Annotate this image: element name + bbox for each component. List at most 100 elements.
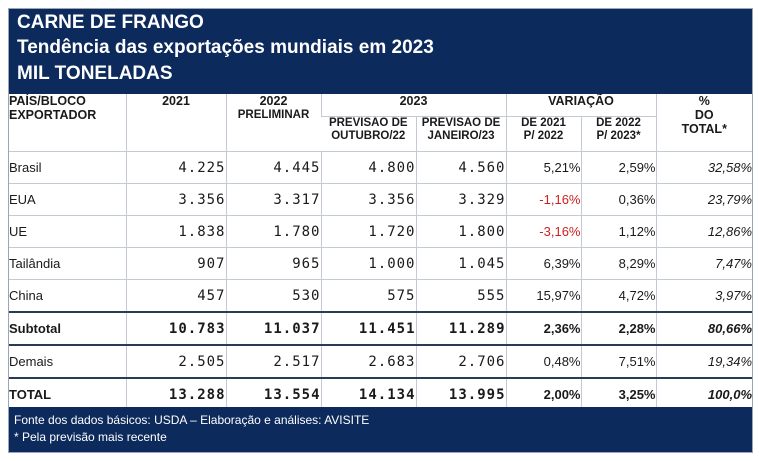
- cell-2022: 3.317: [225, 183, 321, 216]
- cell-var-2021: 6,39%: [505, 247, 581, 280]
- header-2021: 2021: [125, 94, 226, 152]
- cell-var-2021: -3,16%: [505, 215, 581, 248]
- cell-2022: 4.445: [225, 151, 321, 184]
- cell-prev-out: 14.134: [320, 377, 416, 411]
- header-2022-line2: PRELIMINAR: [237, 109, 310, 121]
- cell-2021: 3.356: [125, 183, 226, 216]
- header-pais: PAÍS/BLOCO EXPORTADOR: [9, 94, 126, 152]
- cell-2022: 13.554: [225, 377, 321, 411]
- row-name: Brasil: [9, 151, 126, 184]
- row-name: Subtotal: [9, 311, 126, 346]
- table-row: UE 1.838 1.780 1.720 1.800 -3,16% 1,12% …: [9, 215, 752, 248]
- cell-prev-jan: 3.329: [415, 183, 506, 216]
- cell-var-2022: 8,29%: [580, 247, 656, 280]
- table-row: EUA 3.356 3.317 3.356 3.329 -1,16% 0,36%…: [9, 183, 752, 216]
- source-note: Fonte dos dados básicos: USDA – Elaboraç…: [14, 413, 370, 427]
- cell-prev-out: 1.000: [320, 247, 416, 280]
- footnote: * Pela previsão mais recente: [14, 430, 167, 444]
- footer-banner: Fonte dos dados básicos: USDA – Elaboraç…: [9, 407, 752, 452]
- row-name: China: [9, 279, 126, 313]
- cell-2021: 1.838: [125, 215, 226, 248]
- cell-var-2021: 15,97%: [505, 279, 581, 313]
- table-row: Brasil 4.225 4.445 4.800 4.560 5,21% 2,5…: [9, 151, 752, 184]
- cell-prev-jan: 555: [415, 279, 506, 313]
- cell-prev-out: 11.451: [320, 311, 416, 346]
- cell-var-2021: 2,00%: [505, 377, 581, 411]
- exports-table: PAÍS/BLOCO EXPORTADOR 2021 2022 PRELIMIN…: [9, 94, 752, 411]
- header-var-2021-line2: P/ 2022: [523, 130, 564, 142]
- cell-var-2022: 2,59%: [580, 151, 656, 184]
- cell-prev-jan: 1.800: [415, 215, 506, 248]
- cell-pct-total: 80,66%: [655, 311, 752, 346]
- cell-var-2022: 2,28%: [580, 311, 656, 346]
- header-var-2022-line1: DE 2022: [596, 117, 641, 129]
- cell-var-2021: 2,36%: [505, 311, 581, 346]
- total-row: TOTAL 13.288 13.554 14.134 13.995 2,00% …: [9, 377, 752, 411]
- cell-pct-total: 32,58%: [655, 151, 752, 184]
- cell-prev-jan: 2.706: [415, 345, 506, 379]
- row-name: EUA: [9, 183, 126, 216]
- cell-prev-out: 575: [320, 279, 416, 313]
- cell-prev-out: 4.800: [320, 151, 416, 184]
- cell-2021: 457: [125, 279, 226, 313]
- title-line-2: Tendência das exportações mundiais em 20…: [17, 37, 434, 58]
- subtotal-row: Subtotal 10.783 11.037 11.451 11.289 2,3…: [9, 311, 752, 346]
- table-row: Tailândia 907 965 1.000 1.045 6,39% 8,29…: [9, 247, 752, 280]
- header-pais-line1: PAÍS/BLOCO: [9, 94, 86, 108]
- table-frame: CARNE DE FRANGO Tendência das exportaçõe…: [8, 8, 753, 453]
- cell-2022: 2.517: [225, 345, 321, 379]
- header-prev-jan: PREVISÃO DE JANEIRO/23: [415, 116, 506, 152]
- cell-pct-total: 100,0%: [655, 377, 752, 411]
- cell-prev-jan: 13.995: [415, 377, 506, 411]
- cell-2022: 965: [225, 247, 321, 280]
- header-pct-line3: TOTAL*: [681, 122, 727, 136]
- demais-row: Demais 2.505 2.517 2.683 2.706 0,48% 7,5…: [9, 345, 752, 379]
- cell-prev-out: 3.356: [320, 183, 416, 216]
- header-pct-line1: %: [698, 94, 710, 108]
- header-pct-total: % DO TOTAL*: [655, 94, 752, 152]
- row-name: TOTAL: [9, 377, 126, 411]
- cell-var-2021: -1,16%: [505, 183, 581, 216]
- header-2022-line1: 2022: [259, 94, 288, 108]
- table-row: China 457 530 575 555 15,97% 4,72% 3,97%: [9, 279, 752, 313]
- cell-pct-total: 19,34%: [655, 345, 752, 379]
- cell-var-2022: 1,12%: [580, 215, 656, 248]
- cell-2021: 13.288: [125, 377, 226, 411]
- header-prev-jan-line1: PREVISÃO DE: [421, 117, 501, 129]
- header-prev-out: PREVISÃO DE OUTUBRO/22: [321, 116, 416, 152]
- cell-pct-total: 7,47%: [655, 247, 752, 280]
- header-variacao: VARIAÇÃO: [505, 94, 656, 117]
- cell-pct-total: 23,79%: [655, 183, 752, 216]
- cell-var-2022: 3,25%: [580, 377, 656, 411]
- cell-pct-total: 12,86%: [655, 215, 752, 248]
- cell-var-2022: 4,72%: [580, 279, 656, 313]
- cell-prev-out: 2.683: [320, 345, 416, 379]
- cell-var-2022: 0,36%: [580, 183, 656, 216]
- title-line-3: MIL TONELADAS: [17, 63, 173, 84]
- cell-prev-out: 1.720: [320, 215, 416, 248]
- row-name: Demais: [9, 345, 126, 379]
- cell-pct-total: 3,97%: [655, 279, 752, 313]
- header-2023: 2023: [320, 94, 506, 117]
- header-var-2022: DE 2022 P/ 2023*: [580, 116, 656, 152]
- cell-2022: 530: [225, 279, 321, 313]
- cell-var-2021: 5,21%: [505, 151, 581, 184]
- title-line-1: CARNE DE FRANGO: [17, 12, 204, 33]
- cell-2021: 4.225: [125, 151, 226, 184]
- cell-2022: 11.037: [225, 311, 321, 346]
- cell-2022: 1.780: [225, 215, 321, 248]
- header-var-2021: DE 2021 P/ 2022: [505, 116, 581, 152]
- cell-2021: 907: [125, 247, 226, 280]
- header-var-2022-line2: P/ 2023*: [596, 130, 641, 142]
- header-pais-line2: EXPORTADOR: [9, 108, 97, 122]
- cell-prev-jan: 11.289: [415, 311, 506, 346]
- header-prev-out-line2: OUTUBRO/22: [331, 130, 406, 142]
- header-var-2021-line1: DE 2021: [521, 117, 566, 129]
- cell-2021: 10.783: [125, 311, 226, 346]
- cell-var-2021: 0,48%: [505, 345, 581, 379]
- cell-prev-jan: 4.560: [415, 151, 506, 184]
- cell-prev-jan: 1.045: [415, 247, 506, 280]
- header-pct-line2: DO: [694, 108, 714, 122]
- row-name: Tailândia: [9, 247, 126, 280]
- cell-var-2022: 7,51%: [580, 345, 656, 379]
